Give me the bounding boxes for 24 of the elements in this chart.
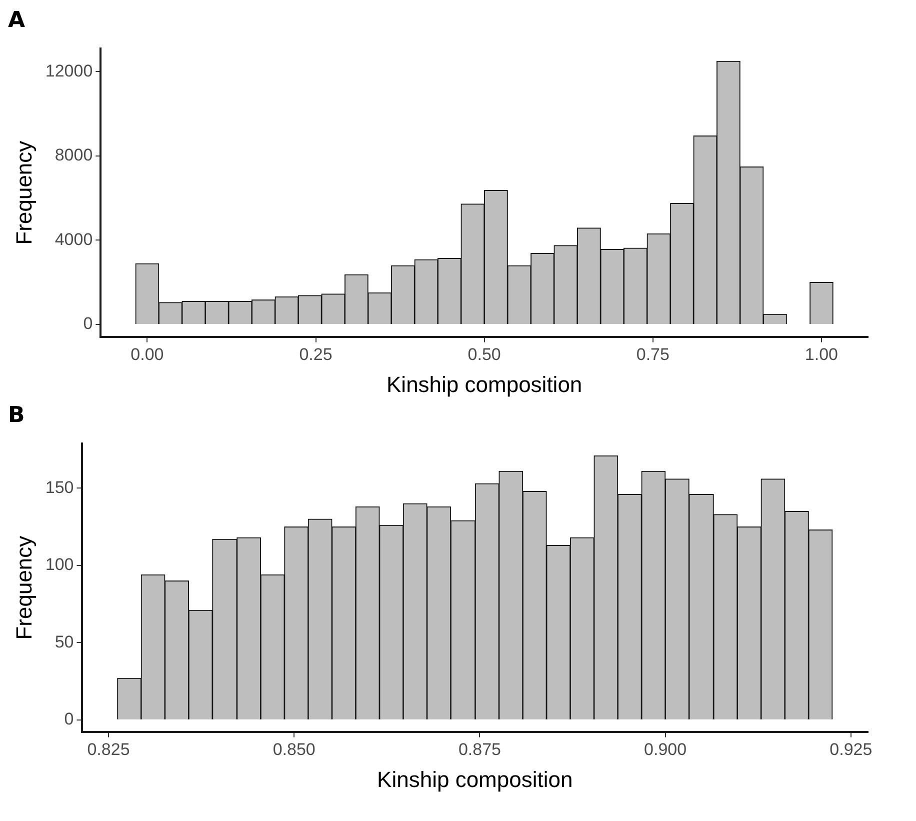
x-tick-label: 0.875 <box>458 740 501 760</box>
y-tick-label: 100 <box>45 555 74 574</box>
y-axis-title: Frequency <box>11 140 36 245</box>
y-tick-label: 8000 <box>54 146 93 165</box>
x-axis-title: Kinship composition <box>377 766 573 792</box>
x-tick-label: 0.75 <box>636 345 670 364</box>
x-tick-label: 0.850 <box>272 740 316 760</box>
x-axis-title: Kinship composition <box>386 372 582 397</box>
chart-title: A <box>8 8 26 33</box>
y-axis-title: Frequency <box>11 536 36 640</box>
chart-title: B <box>8 402 25 428</box>
x-tick-label: 0.00 <box>130 345 164 364</box>
y-tick-label: 4000 <box>54 230 93 249</box>
y-tick-label: 0 <box>64 710 74 729</box>
x-tick-label: 0.900 <box>644 740 687 760</box>
y-tick-label: 12000 <box>45 61 93 80</box>
x-tick-label: 0.825 <box>87 740 130 760</box>
x-tick-label: 0.25 <box>299 345 332 364</box>
y-tick-label: 150 <box>45 478 74 497</box>
x-tick-label: 0.925 <box>830 740 872 760</box>
x-tick-label: 1.00 <box>804 345 838 364</box>
x-tick-label: 0.50 <box>468 345 501 364</box>
y-tick-label: 0 <box>83 314 93 334</box>
y-tick-label: 50 <box>54 632 74 652</box>
